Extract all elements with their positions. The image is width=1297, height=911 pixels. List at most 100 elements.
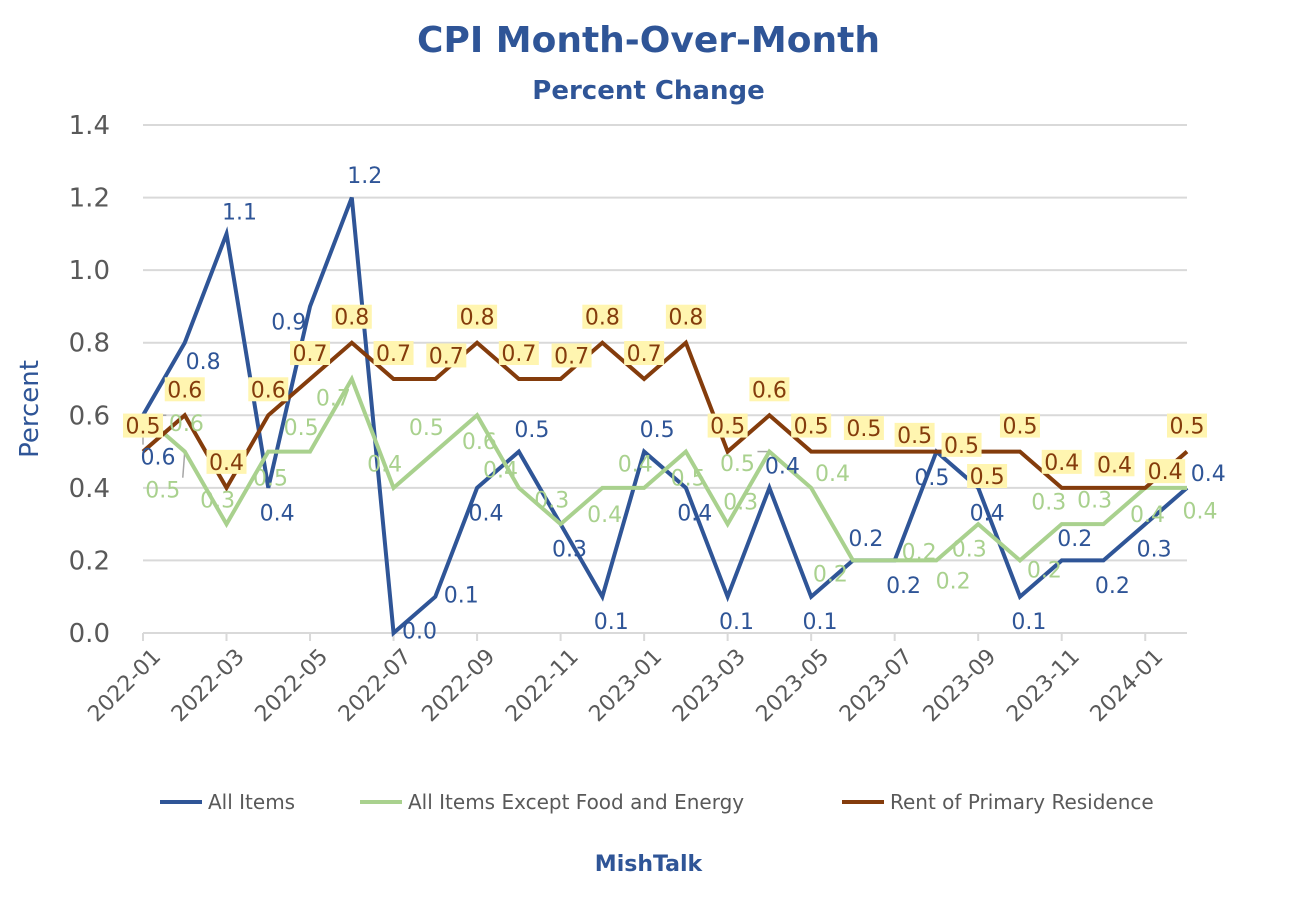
label-leader-line [182,451,186,478]
label-highlight [551,343,592,368]
data-label-core: 0.3 [200,489,235,514]
data-label-all-items: 0.4 [677,501,712,526]
data-label-all-items: 0.9 [271,310,306,335]
data-label-rent: 0.4 [209,451,244,476]
label-highlight [999,413,1040,438]
x-tick-label: 2023-01 [585,644,668,727]
y-tick-label: 1.2 [69,184,110,214]
x-tick-label: 2023-07 [835,644,918,727]
data-label-rent: 0.8 [585,306,620,331]
legend-swatch [842,800,884,804]
data-label-all-items: 0.4 [765,454,800,479]
data-label-rent: 0.4 [1097,453,1132,478]
label-highlight [665,304,706,329]
data-label-rent: 0.5 [1170,415,1205,440]
label-highlight [941,432,982,457]
label-highlight [707,413,748,438]
data-label-all-items: 0.3 [552,538,587,563]
x-tick-label: 2023-05 [752,644,835,727]
y-tick-label: 0.6 [69,401,110,431]
data-label-core: 0.2 [902,541,937,566]
data-label-rent: 0.6 [167,378,202,403]
data-label-rent: 0.8 [334,306,369,331]
data-label-core: 0.4 [1183,499,1218,524]
data-label-rent: 0.7 [376,342,411,367]
y-axis-label: Percent [15,360,45,458]
data-label-all-items: 0.1 [444,583,479,608]
data-label-core: 0.4 [618,452,653,477]
legend-label: All Items Except Food and Energy [408,790,745,814]
data-label-all-items: 1.2 [347,164,382,189]
data-label-core: 0.3 [1077,489,1112,514]
data-label-rent: 0.5 [794,415,829,440]
x-tick-label: 2022-05 [250,644,333,727]
label-highlight [894,422,935,447]
series-line-rent [141,339,1189,492]
data-label-rent: 0.5 [846,417,881,442]
data-label-rent: 0.7 [501,342,536,367]
label-highlight [1167,413,1207,438]
legend-swatch [160,800,202,804]
x-tick-label: 2022-09 [418,644,501,727]
legend-label: Rent of Primary Residence [890,790,1154,814]
label-highlight [967,464,1008,489]
x-tick-label: 2022-03 [167,644,250,727]
data-label-core: 0.2 [936,569,971,594]
label-highlight [331,304,372,329]
data-label-rent: 0.4 [1148,460,1183,485]
data-label-all-items: 0.4 [260,501,295,526]
data-label-all-items: 1.1 [222,200,257,225]
chart-subtitle: Percent Change [532,76,765,106]
data-label-all-items: 0.5 [640,418,675,443]
x-tick-label: 2023-11 [1002,644,1085,727]
legend-label: All Items [208,790,296,814]
data-label-core: 0.3 [534,489,569,514]
label-highlight [206,449,247,474]
label-highlight [582,304,623,329]
data-label-core: 0.2 [1027,558,1062,583]
data-label-core: 0.5 [284,416,319,441]
y-tick-label: 1.4 [69,111,110,141]
data-label-rent: 0.5 [710,415,745,440]
series-lines [141,196,1189,638]
data-label-all-items: 0.8 [186,350,221,375]
label-highlight [373,341,414,365]
y-tick-label: 1.0 [69,256,110,286]
data-label-core: 0.3 [723,491,758,516]
data-label-core: 0.6 [462,430,497,455]
data-label-all-items: 0.2 [1057,527,1092,552]
data-label-rent: 0.6 [251,378,286,403]
data-label-rent: 0.5 [126,415,161,440]
footer-source: MishTalk [594,852,703,877]
data-label-all-items: 0.5 [914,466,949,491]
data-label-core: 0.7 [316,386,351,411]
data-label-all-items: 0.2 [1095,574,1130,599]
label-highlight [1041,449,1082,474]
data-label-core: 0.5 [409,416,444,441]
data-label-rent: 0.5 [970,465,1005,490]
label-highlight [791,413,832,438]
data-label-rent: 0.7 [293,342,328,367]
x-tick-label: 2022-01 [83,644,166,727]
label-highlight [426,343,467,368]
label-highlight [843,416,884,441]
label-highlight [1094,452,1135,477]
data-label-rent: 0.8 [668,306,703,331]
data-label-rent: 0.8 [460,306,495,331]
data-label-all-items: 0.1 [719,610,754,635]
legend-swatch [360,800,402,804]
chart-title: CPI Month-Over-Month [417,20,880,61]
data-label-all-items: 0.1 [594,610,629,635]
data-label-core: 0.4 [815,462,850,487]
legend-item-core: All Items Except Food and Energy [360,790,744,814]
data-label-core: 0.3 [1031,491,1066,516]
y-tick-label: 0.4 [69,474,110,504]
data-label-all-items: 0.0 [402,620,437,645]
y-tick-label: 0.2 [69,546,110,576]
legend-item-rent: Rent of Primary Residence [842,790,1154,814]
data-label-all-items: 0.5 [514,418,549,443]
data-label-core: 0.4 [1130,503,1165,528]
y-tick-label: 0.8 [69,329,110,359]
data-label-all-items: 0.2 [848,527,883,552]
